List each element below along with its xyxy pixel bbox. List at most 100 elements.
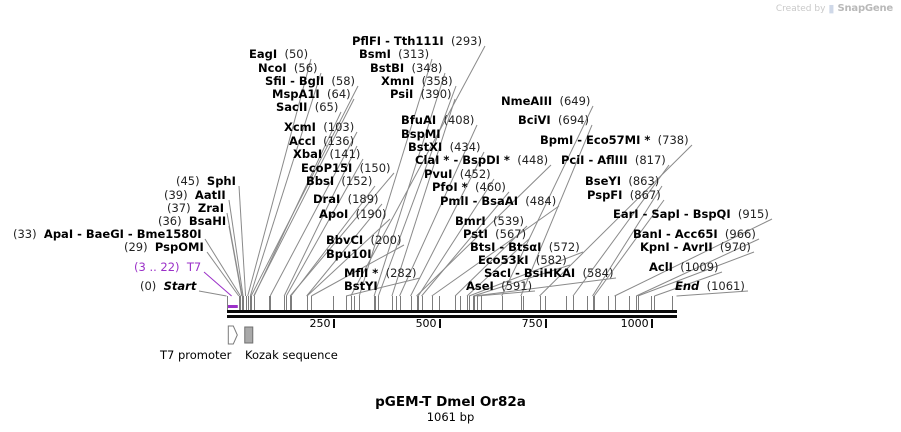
site-tick xyxy=(242,296,243,310)
site-label-asei: AseI (591) xyxy=(466,279,532,293)
site-label-bcivi: BciVI (694) xyxy=(518,114,589,127)
ruler-minor-tick xyxy=(629,296,630,310)
leader-line xyxy=(250,85,359,297)
name-separator: - xyxy=(638,207,652,221)
site-tick xyxy=(307,296,308,310)
site-label-psti: PstI (567) xyxy=(463,228,526,241)
site-tick xyxy=(251,296,252,310)
enzyme-name: XbaI xyxy=(293,147,323,161)
page-subtitle: 1061 bp xyxy=(426,410,475,424)
site-label-sfii: SfiI - BglI (58) xyxy=(265,74,355,88)
site-position: (460) xyxy=(467,180,506,194)
site-position: (1009) xyxy=(672,260,719,274)
enzyme-name: AatII xyxy=(194,188,226,202)
site-position: (915) xyxy=(730,207,769,221)
site-position: (738) xyxy=(650,133,689,147)
site-tick xyxy=(615,296,616,310)
leader-line xyxy=(501,105,594,297)
site-label-bsmi: BsmI (313) xyxy=(359,47,429,61)
ruler-minor-tick xyxy=(375,296,376,310)
name-separator: - xyxy=(573,133,587,147)
ruler-tick-label: 1000 xyxy=(620,317,649,330)
leader-line xyxy=(228,199,244,297)
site-position: (150) xyxy=(352,161,391,175)
leader-line xyxy=(228,225,243,297)
leader-line xyxy=(203,271,232,297)
site-label-eari: EarI - SapI - BspQI (915) xyxy=(613,207,769,221)
enzyme-name: SapI xyxy=(651,207,680,221)
enzyme-name: BsmI xyxy=(359,47,391,61)
enzyme-name: AseI xyxy=(466,279,494,293)
site-label-bstxi: BstXI (434) xyxy=(408,140,481,154)
ruler-minor-tick xyxy=(269,296,270,310)
backbone-line-bottom xyxy=(226,315,677,318)
site-label-bstbi: BstBI (348) xyxy=(370,62,442,75)
site-label-xmni: XmnI (358) xyxy=(381,74,453,88)
site-label-apoi: ApoI (190) xyxy=(319,207,387,221)
enzyme-name: BspQI xyxy=(692,207,731,221)
name-separator: - xyxy=(669,240,683,254)
site-position: (434) xyxy=(442,140,481,154)
enzyme-name: BtsαI xyxy=(508,240,542,254)
site-label-bbsi: BbsI (152) xyxy=(306,175,372,188)
name-separator: - xyxy=(679,207,693,221)
site-tick xyxy=(250,296,251,310)
site-label-pspomi: (29) PspOMI xyxy=(124,240,204,254)
leader-line xyxy=(593,199,665,297)
site-tick xyxy=(654,296,655,310)
site-tick xyxy=(286,296,287,310)
site-position: (37) xyxy=(167,201,198,215)
site-label-nmeaiii: NmeAIII (649) xyxy=(501,95,590,108)
snapgene-credit: Created by ▮ SnapGene xyxy=(776,3,893,14)
site-tick xyxy=(248,296,249,310)
leader-line xyxy=(635,238,760,297)
site-position: (29) xyxy=(124,240,155,254)
site-tick xyxy=(291,296,292,310)
site-position: (3 .. 22) xyxy=(134,260,187,274)
site-position: (1061) xyxy=(699,279,745,293)
name-separator: - xyxy=(123,227,137,241)
site-tick xyxy=(359,296,360,310)
site-position: (50) xyxy=(277,47,309,61)
site-position: (584) xyxy=(575,266,614,280)
site-label-btsi: BtsI - BtsαI (572) xyxy=(470,240,580,254)
leader-line xyxy=(253,98,355,297)
site-label-sacii: SacII (65) xyxy=(276,100,339,114)
leader-line xyxy=(249,72,322,297)
leader-line xyxy=(676,290,749,297)
credit-prefix: Created by xyxy=(775,3,826,14)
enzyme-name: Tth111I xyxy=(393,34,444,48)
site-position: (863) xyxy=(621,174,660,188)
site-tick xyxy=(374,296,375,310)
name-separator: - xyxy=(286,74,299,88)
name-separator: - xyxy=(468,194,482,208)
enzyme-name: BglI xyxy=(298,74,325,88)
enzyme-name: PsiI xyxy=(390,87,414,101)
site-position: (452) xyxy=(452,167,491,181)
leader-line xyxy=(473,264,571,297)
site-tick xyxy=(400,296,401,310)
enzyme-name: XmnI xyxy=(381,74,415,88)
site-position: (190) xyxy=(348,207,387,221)
feature-glyph-t7-promoter xyxy=(227,325,238,345)
enzyme-name: PspOMI xyxy=(154,240,204,254)
site-tick xyxy=(638,296,639,310)
leader-line xyxy=(289,172,395,297)
leader-line xyxy=(539,144,693,297)
ruler-minor-tick xyxy=(608,296,609,310)
enzyme-name: T7 xyxy=(186,260,202,274)
leader-line xyxy=(654,271,723,297)
site-tick xyxy=(540,296,541,310)
leader-line xyxy=(637,251,755,297)
ruler-minor-tick xyxy=(523,296,524,310)
leader-line xyxy=(253,111,342,297)
site-label-bseyi: BseYI (863) xyxy=(585,174,660,188)
site-label-bmri: BmrI (539) xyxy=(455,215,524,228)
enzyme-name: AflIII xyxy=(597,153,628,167)
site-tick xyxy=(422,296,423,310)
leader-line xyxy=(417,178,495,297)
site-position: (65) xyxy=(307,100,339,114)
ruler-tick-label: 250 xyxy=(309,317,331,330)
site-tick xyxy=(573,296,574,310)
enzyme-name: End xyxy=(675,279,700,293)
